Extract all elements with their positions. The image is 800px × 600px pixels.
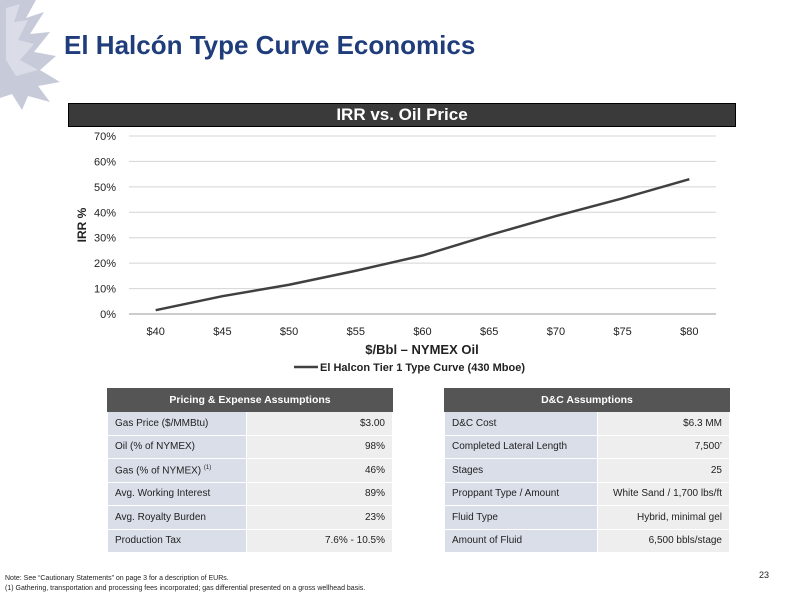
y-axis-ticks: 0% 10% 20% 30% 40% 50% 60% 70% [94, 131, 116, 321]
table-row: Production Tax 7.6% - 10.5% [107, 528, 393, 553]
dc-assumptions-table: D&C Assumptions D&C Cost $6.3 MM Complet… [444, 388, 730, 553]
x-tick-label: $50 [280, 326, 298, 338]
x-tick-label: $80 [680, 326, 698, 338]
row-label-with-note: Gas (% of NYMEX) (1) [107, 458, 247, 483]
table-row: Avg. Royalty Burden 23% [107, 505, 393, 530]
legend-entry: El Halcon Tier 1 Type Curve (430 Mboe) [320, 362, 525, 374]
footnotes: Note: See “Cautionary Statements” on pag… [5, 574, 365, 594]
row-value: 89% [246, 481, 393, 506]
table-row: Amount of Fluid 6,500 bbls/stage [444, 528, 730, 553]
y-tick-label: 70% [94, 131, 116, 143]
page-title: El Halcón Type Curve Economics [64, 30, 476, 60]
table-header: Pricing & Expense Assumptions [107, 388, 393, 412]
row-value: 98% [246, 434, 393, 459]
row-value: 7.6% - 10.5% [246, 528, 393, 553]
x-axis-label: $/Bbl – NYMEX Oil [365, 342, 478, 357]
y-tick-label: 0% [100, 309, 116, 321]
row-label: Avg. Royalty Burden [107, 505, 247, 530]
row-label: Completed Lateral Length [444, 434, 598, 459]
x-tick-label: $55 [347, 326, 365, 338]
footnote-marker: (1) [203, 464, 212, 471]
table-header: D&C Assumptions [444, 388, 730, 412]
row-value: 23% [246, 505, 393, 530]
chart-gridlines [129, 135, 716, 315]
y-tick-label: 10% [94, 284, 116, 296]
table-row: Proppant Type / Amount White Sand / 1,70… [444, 481, 730, 506]
table-row: Gas (% of NYMEX) (1) 46% [107, 458, 393, 483]
page-number: 23 [758, 570, 769, 580]
row-value: Hybrid, minimal gel [597, 505, 730, 530]
x-tick-label: $45 [213, 326, 231, 338]
y-tick-label: 20% [94, 258, 116, 270]
x-tick-label: $40 [147, 326, 165, 338]
x-tick-label: $65 [480, 326, 498, 338]
row-label: Avg. Working Interest [107, 481, 247, 506]
cautionary-note: Note: See “Cautionary Statements” on pag… [5, 575, 229, 582]
y-tick-label: 30% [94, 233, 116, 245]
y-axis-label: IRR % [75, 207, 89, 242]
table-row: Completed Lateral Length 7,500’ [444, 434, 730, 459]
y-tick-label: 40% [94, 207, 116, 219]
table-row: Gas Price ($/MMBtu) $3.00 [107, 411, 393, 436]
pricing-assumptions-table: Pricing & Expense Assumptions Gas Price … [107, 388, 393, 553]
row-label: Gas (% of NYMEX) [115, 464, 202, 476]
y-tick-label: 60% [94, 156, 116, 168]
series-line [155, 178, 690, 312]
x-tick-label: $75 [613, 326, 631, 338]
table-row: Oil (% of NYMEX) 98% [107, 434, 393, 459]
row-label: Gas Price ($/MMBtu) [107, 411, 247, 436]
x-tick-label: $60 [413, 326, 431, 338]
row-label: Fluid Type [444, 505, 598, 530]
row-value: $6.3 MM [597, 411, 730, 436]
row-label: Production Tax [107, 528, 247, 553]
table-row: Fluid Type Hybrid, minimal gel [444, 505, 730, 530]
row-value: $3.00 [246, 411, 393, 436]
table-row: Stages 25 [444, 458, 730, 483]
row-label: D&C Cost [444, 411, 598, 436]
chart-title-banner: IRR vs. Oil Price [68, 103, 736, 127]
row-value: 7,500’ [597, 434, 730, 459]
row-value: White Sand / 1,700 lbs/ft [597, 481, 730, 506]
row-label: Proppant Type / Amount [444, 481, 598, 506]
footnote-1: (1) Gathering, transportation and proces… [5, 585, 366, 592]
table-row: Avg. Working Interest 89% [107, 481, 393, 506]
row-value: 25 [597, 458, 730, 483]
irr-line-chart: 0%10%20%30%40%50%60%70% $40 $45 $50 $55 $60 $… [75, 131, 716, 374]
x-tick-label: $70 [547, 326, 565, 338]
row-value: 6,500 bbls/stage [597, 528, 730, 553]
row-label: Stages [444, 458, 598, 483]
row-label: Amount of Fluid [444, 528, 598, 553]
hawk-logo-icon [0, 0, 60, 110]
y-tick-label: 50% [94, 182, 116, 194]
chart-series [155, 178, 690, 312]
row-label: Oil (% of NYMEX) [107, 434, 247, 459]
table-row: D&C Cost $6.3 MM [444, 411, 730, 436]
x-axis-ticks: $40 $45 $50 $55 $60 $65 $70 $75 $80 [147, 326, 699, 338]
row-value: 46% [246, 458, 393, 483]
